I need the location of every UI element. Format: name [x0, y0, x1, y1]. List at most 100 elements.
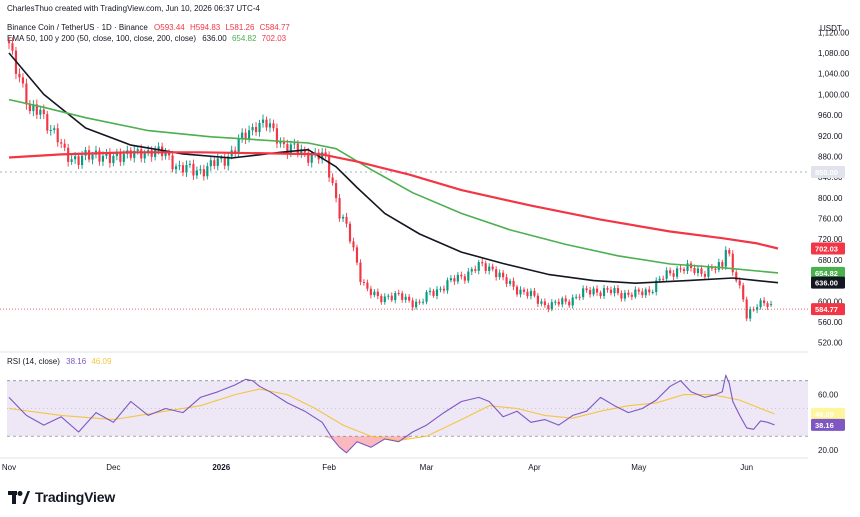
candle-body	[742, 285, 745, 300]
candle-body	[56, 128, 59, 143]
candle-body	[759, 300, 762, 308]
candle-body	[522, 289, 526, 292]
candle-body	[188, 163, 192, 166]
candle-body	[738, 280, 741, 286]
price-tick-label: 800.00	[818, 194, 843, 203]
candle-body	[470, 269, 473, 272]
candle-body	[244, 132, 247, 140]
candle-body	[627, 292, 630, 295]
candle-body	[571, 297, 574, 306]
candle-body	[390, 295, 393, 301]
candle-body	[11, 43, 14, 51]
candle-body	[338, 198, 341, 219]
rsi-legend[interactable]: RSI (14, close) 38.16 46.09	[7, 357, 112, 366]
candle-body	[435, 289, 439, 296]
candle-body	[428, 290, 432, 293]
price-badge	[811, 266, 845, 279]
candle-body	[613, 288, 616, 294]
candle-body	[261, 119, 265, 123]
candle-body	[474, 269, 477, 271]
candle-body	[446, 280, 449, 291]
candle-body	[174, 166, 178, 170]
rsi-badge-label: 38.16	[815, 421, 834, 430]
candle-body	[46, 114, 49, 131]
candle-body	[481, 262, 484, 264]
time-tick-label: May	[631, 463, 646, 472]
rsi-badges: 46.09 38.16	[811, 407, 845, 431]
candle-body	[686, 263, 689, 272]
candle-body	[703, 273, 707, 277]
ema-legend[interactable]: EMA 50, 100 y 200 (50, close, 100, close…	[7, 34, 287, 43]
rsi-pane[interactable]	[7, 374, 808, 454]
ema-lines	[8, 52, 779, 284]
rsi-tick-label: 60.00	[818, 391, 839, 400]
price-tick-label: 1,000.00	[818, 90, 850, 99]
candle-body	[115, 152, 118, 156]
candle-body	[766, 303, 769, 307]
price-tick-label: 920.00	[818, 132, 843, 141]
candle-body	[80, 155, 84, 166]
candle-body	[415, 301, 418, 308]
candle-body	[223, 157, 226, 166]
ema100-line	[8, 98, 779, 274]
candle-body	[254, 127, 258, 133]
candle-body	[293, 143, 296, 145]
candle-body	[602, 288, 606, 297]
time-tick-label: Jun	[740, 463, 753, 472]
candle-body	[251, 127, 254, 131]
candle-body	[616, 288, 620, 294]
candle-body	[463, 276, 466, 281]
candle-body	[623, 292, 626, 299]
candle-body	[362, 281, 366, 283]
candle-body	[536, 295, 539, 304]
candle-body	[700, 268, 703, 274]
candle-body	[585, 288, 588, 291]
candle-body	[519, 289, 522, 295]
candle-body	[150, 150, 153, 157]
candle-body	[39, 109, 42, 115]
candle-body	[248, 130, 251, 140]
candle-body	[220, 157, 223, 159]
candle-body	[404, 296, 407, 300]
candle-body	[592, 288, 595, 295]
candle-body	[209, 160, 212, 167]
candle-body	[192, 163, 195, 176]
candle-body	[7, 41, 11, 44]
candle-body	[397, 293, 400, 295]
rsi-tick-label: 20.00	[818, 446, 839, 455]
candle-body	[756, 307, 759, 310]
candle-body	[477, 262, 480, 271]
candle-body	[300, 149, 303, 154]
candle-body	[307, 152, 310, 163]
candle-body	[216, 158, 219, 166]
candle-body	[275, 128, 279, 144]
candle-body	[495, 269, 498, 278]
rsi-ma-line	[8, 388, 775, 441]
time-axis[interactable]: Nov Dec 2026 Feb Mar Apr May Jun	[2, 463, 753, 472]
symbol-legend[interactable]: Binance Coin / TetherUS · 1D · Binance O…	[7, 23, 290, 32]
candle-body	[529, 290, 533, 297]
candle-body	[655, 280, 658, 293]
candle-body	[376, 291, 379, 297]
candle-body	[181, 165, 185, 173]
candle-body	[425, 292, 428, 302]
candle-body	[641, 291, 644, 296]
candle-body	[498, 272, 501, 278]
candle-body	[752, 309, 755, 311]
candle-body	[578, 296, 581, 298]
candle-body	[745, 299, 748, 319]
candle-body	[143, 153, 146, 159]
candle-body	[512, 280, 515, 287]
time-tick-label: Feb	[322, 463, 336, 472]
candle-body	[133, 150, 136, 158]
candle-body	[488, 266, 491, 271]
price-tick-label: 1,080.00	[818, 49, 850, 58]
tradingview-brand[interactable]: TradingView	[8, 488, 115, 506]
rsi-oversold-segment	[356, 436, 371, 448]
symbol-label: Binance Coin / TetherUS · 1D · Binance	[7, 23, 148, 32]
candle-body	[543, 301, 546, 306]
